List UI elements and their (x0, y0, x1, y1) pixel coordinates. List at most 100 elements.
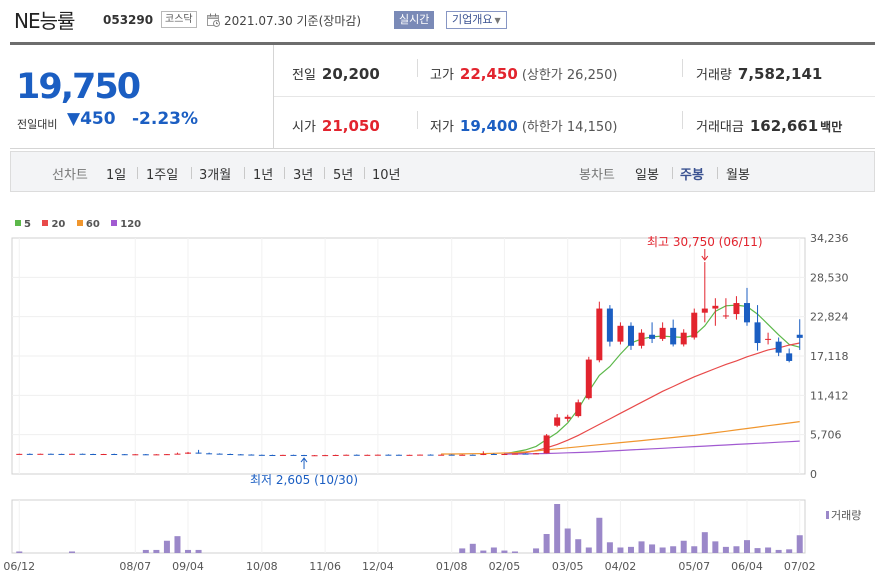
tab-weekly[interactable]: 주봉 (680, 168, 704, 183)
y-tick-label: 22,824 (810, 311, 849, 324)
candle (743, 287, 750, 326)
realtime-button[interactable]: 실시간 (394, 11, 435, 29)
stat-open: 시가 21,050 (292, 117, 380, 135)
tab-3y[interactable]: 3년 (293, 168, 314, 183)
candle (596, 301, 603, 363)
candle-body (670, 327, 677, 345)
ma120-line (504, 440, 800, 455)
base-date: 2021.07.30 기준(장마감) (224, 14, 362, 28)
volume-bar (564, 528, 571, 553)
tab-1y[interactable]: 1년 (253, 168, 274, 183)
candle-body (206, 453, 213, 455)
volume-bar (153, 549, 160, 553)
row-divider (274, 96, 875, 97)
candle-body (754, 322, 761, 344)
stock-name: NE능률 (14, 9, 75, 33)
candle-body (659, 327, 666, 339)
candle-body (469, 454, 476, 456)
divider (682, 59, 683, 77)
tab-1w[interactable]: 1주일 (146, 168, 179, 183)
x-tick-label: 03/05 (552, 560, 584, 573)
candle (322, 454, 329, 457)
candle-body (722, 315, 729, 317)
volume-bar (596, 517, 603, 553)
min-annotation: 최저 2,605 (10/30) (250, 473, 358, 487)
volume-bar (195, 549, 202, 553)
candle-body (153, 454, 160, 456)
volume-bar (627, 546, 634, 553)
candle (554, 414, 561, 428)
volume-label: 거래량 (831, 509, 861, 522)
company-overview-dropdown[interactable]: 기업개요 ▼ (446, 11, 507, 29)
candle-body (733, 303, 740, 315)
candle-body (37, 453, 44, 455)
x-tick-label: 10/08 (246, 560, 278, 573)
tab-3m[interactable]: 3개월 (199, 168, 232, 183)
candle-body (575, 402, 582, 417)
legend-item-ma60: 60 (76, 219, 100, 230)
candle-body (90, 454, 97, 456)
candle-body (606, 308, 613, 342)
candle (174, 452, 181, 455)
volume-bar (16, 551, 23, 553)
x-tick-label: 08/07 (119, 560, 151, 573)
volume-bar (163, 540, 170, 553)
stock-chart[interactable]: 34,236 28,530 22,824 17,118 11,412 5,706 0 06/1… (0, 196, 875, 578)
candle-body (322, 455, 329, 457)
candle (132, 454, 139, 456)
candle (775, 337, 782, 357)
tab-monthly[interactable]: 월봉 (726, 168, 750, 183)
max-annotation: 최고 30,750 (06/11) (647, 235, 763, 249)
candle-body (374, 454, 381, 456)
candle (195, 449, 202, 454)
change-value: ▼450 (67, 109, 116, 129)
candle-body (448, 454, 455, 456)
candle-body (174, 453, 181, 455)
candle-body (142, 454, 149, 456)
candle (385, 454, 392, 456)
candle (100, 453, 107, 456)
candle (617, 322, 624, 345)
candle (248, 454, 255, 456)
candle (16, 453, 23, 455)
tab-5y[interactable]: 5년 (333, 168, 354, 183)
divider (717, 167, 718, 179)
divider (682, 111, 683, 129)
candle (522, 453, 529, 455)
tab-daily[interactable]: 일봉 (635, 168, 659, 183)
candle-body (248, 454, 255, 456)
change-percent: -2.23% (132, 109, 199, 129)
volume-bar (174, 536, 181, 553)
candle (290, 454, 297, 456)
x-tick-label: 04/02 (605, 560, 637, 573)
candle-body (301, 455, 308, 457)
stock-code: 053290 (103, 13, 154, 27)
y-tick-label: 11,412 (810, 389, 849, 402)
volume-legend-swatch (826, 511, 829, 519)
candle-body (480, 454, 487, 456)
stat-low: 저가 19,400 (하한가 14,150) (430, 117, 618, 135)
tab-1d[interactable]: 1일 (106, 168, 127, 183)
chart-tab-bar: 선차트 1일 1주일 3개월 1년 3년 5년 10년 봉차트 일봉 주봉 월봉 (10, 151, 875, 192)
company-overview-label: 기업개요 (452, 13, 493, 26)
tab-10y[interactable]: 10년 (372, 168, 401, 183)
candle-body (554, 417, 561, 426)
y-tick-label: 34,236 (810, 232, 849, 245)
candle (701, 262, 708, 323)
y-tick-label: 28,530 (810, 271, 849, 284)
volume-bar (765, 547, 772, 553)
candle (501, 453, 508, 456)
candle (649, 322, 656, 344)
x-tick-label: 12/04 (362, 560, 394, 573)
candle-body (796, 334, 803, 338)
x-tick-label: 01/08 (436, 560, 468, 573)
candle (227, 453, 234, 456)
candle-body (395, 454, 402, 456)
candle (564, 414, 571, 422)
x-tick-label: 06/12 (3, 560, 35, 573)
price-summary: 19,750 전일대비 ▼450 -2.23% 전일 20,200 시가 21,05… (10, 45, 875, 149)
divider (417, 111, 418, 129)
volume-bar (490, 547, 497, 553)
candle (90, 453, 97, 456)
candle (332, 454, 339, 456)
